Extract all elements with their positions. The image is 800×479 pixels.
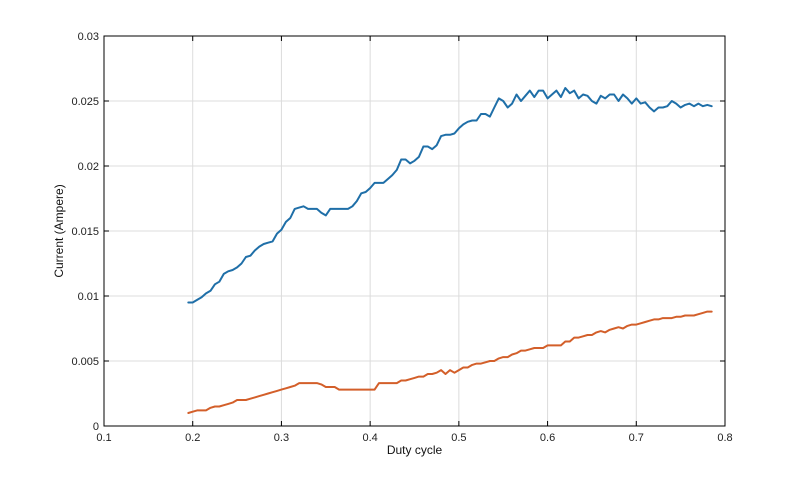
- y-tick-label: 0.015: [71, 226, 99, 238]
- y-tick-label: 0.02: [78, 161, 99, 173]
- y-axis-label: Current (Ampere): [52, 184, 66, 277]
- x-tick-label: 0.6: [540, 432, 555, 444]
- x-tick-label: 0.8: [717, 432, 732, 444]
- x-tick-label: 0.5: [451, 432, 466, 444]
- x-tick-label: 0.2: [185, 432, 200, 444]
- series-group: [187, 87, 713, 414]
- y-tick-label: 0.025: [71, 96, 99, 108]
- x-tick-label: 0.3: [274, 432, 289, 444]
- grid: [104, 36, 725, 426]
- x-axis-label: Duty cycle: [387, 443, 443, 457]
- series-line-2: [187, 310, 713, 414]
- series-line-1: [187, 87, 713, 304]
- x-tick-label: 0.7: [629, 432, 644, 444]
- y-tick-label: 0: [93, 421, 99, 433]
- y-tick-label: 0.03: [78, 31, 99, 43]
- y-tick-label: 0.01: [78, 291, 99, 303]
- x-tick-label: 0.4: [362, 432, 377, 444]
- axis-ticks: 0.1 0.2 0.3 0.4 0.5 0.6 0.7 0.8 0 0.005 0.01 0.015 0…: [71, 31, 732, 444]
- x-tick-label: 0.1: [96, 432, 111, 444]
- y-tick-label: 0.005: [71, 356, 99, 368]
